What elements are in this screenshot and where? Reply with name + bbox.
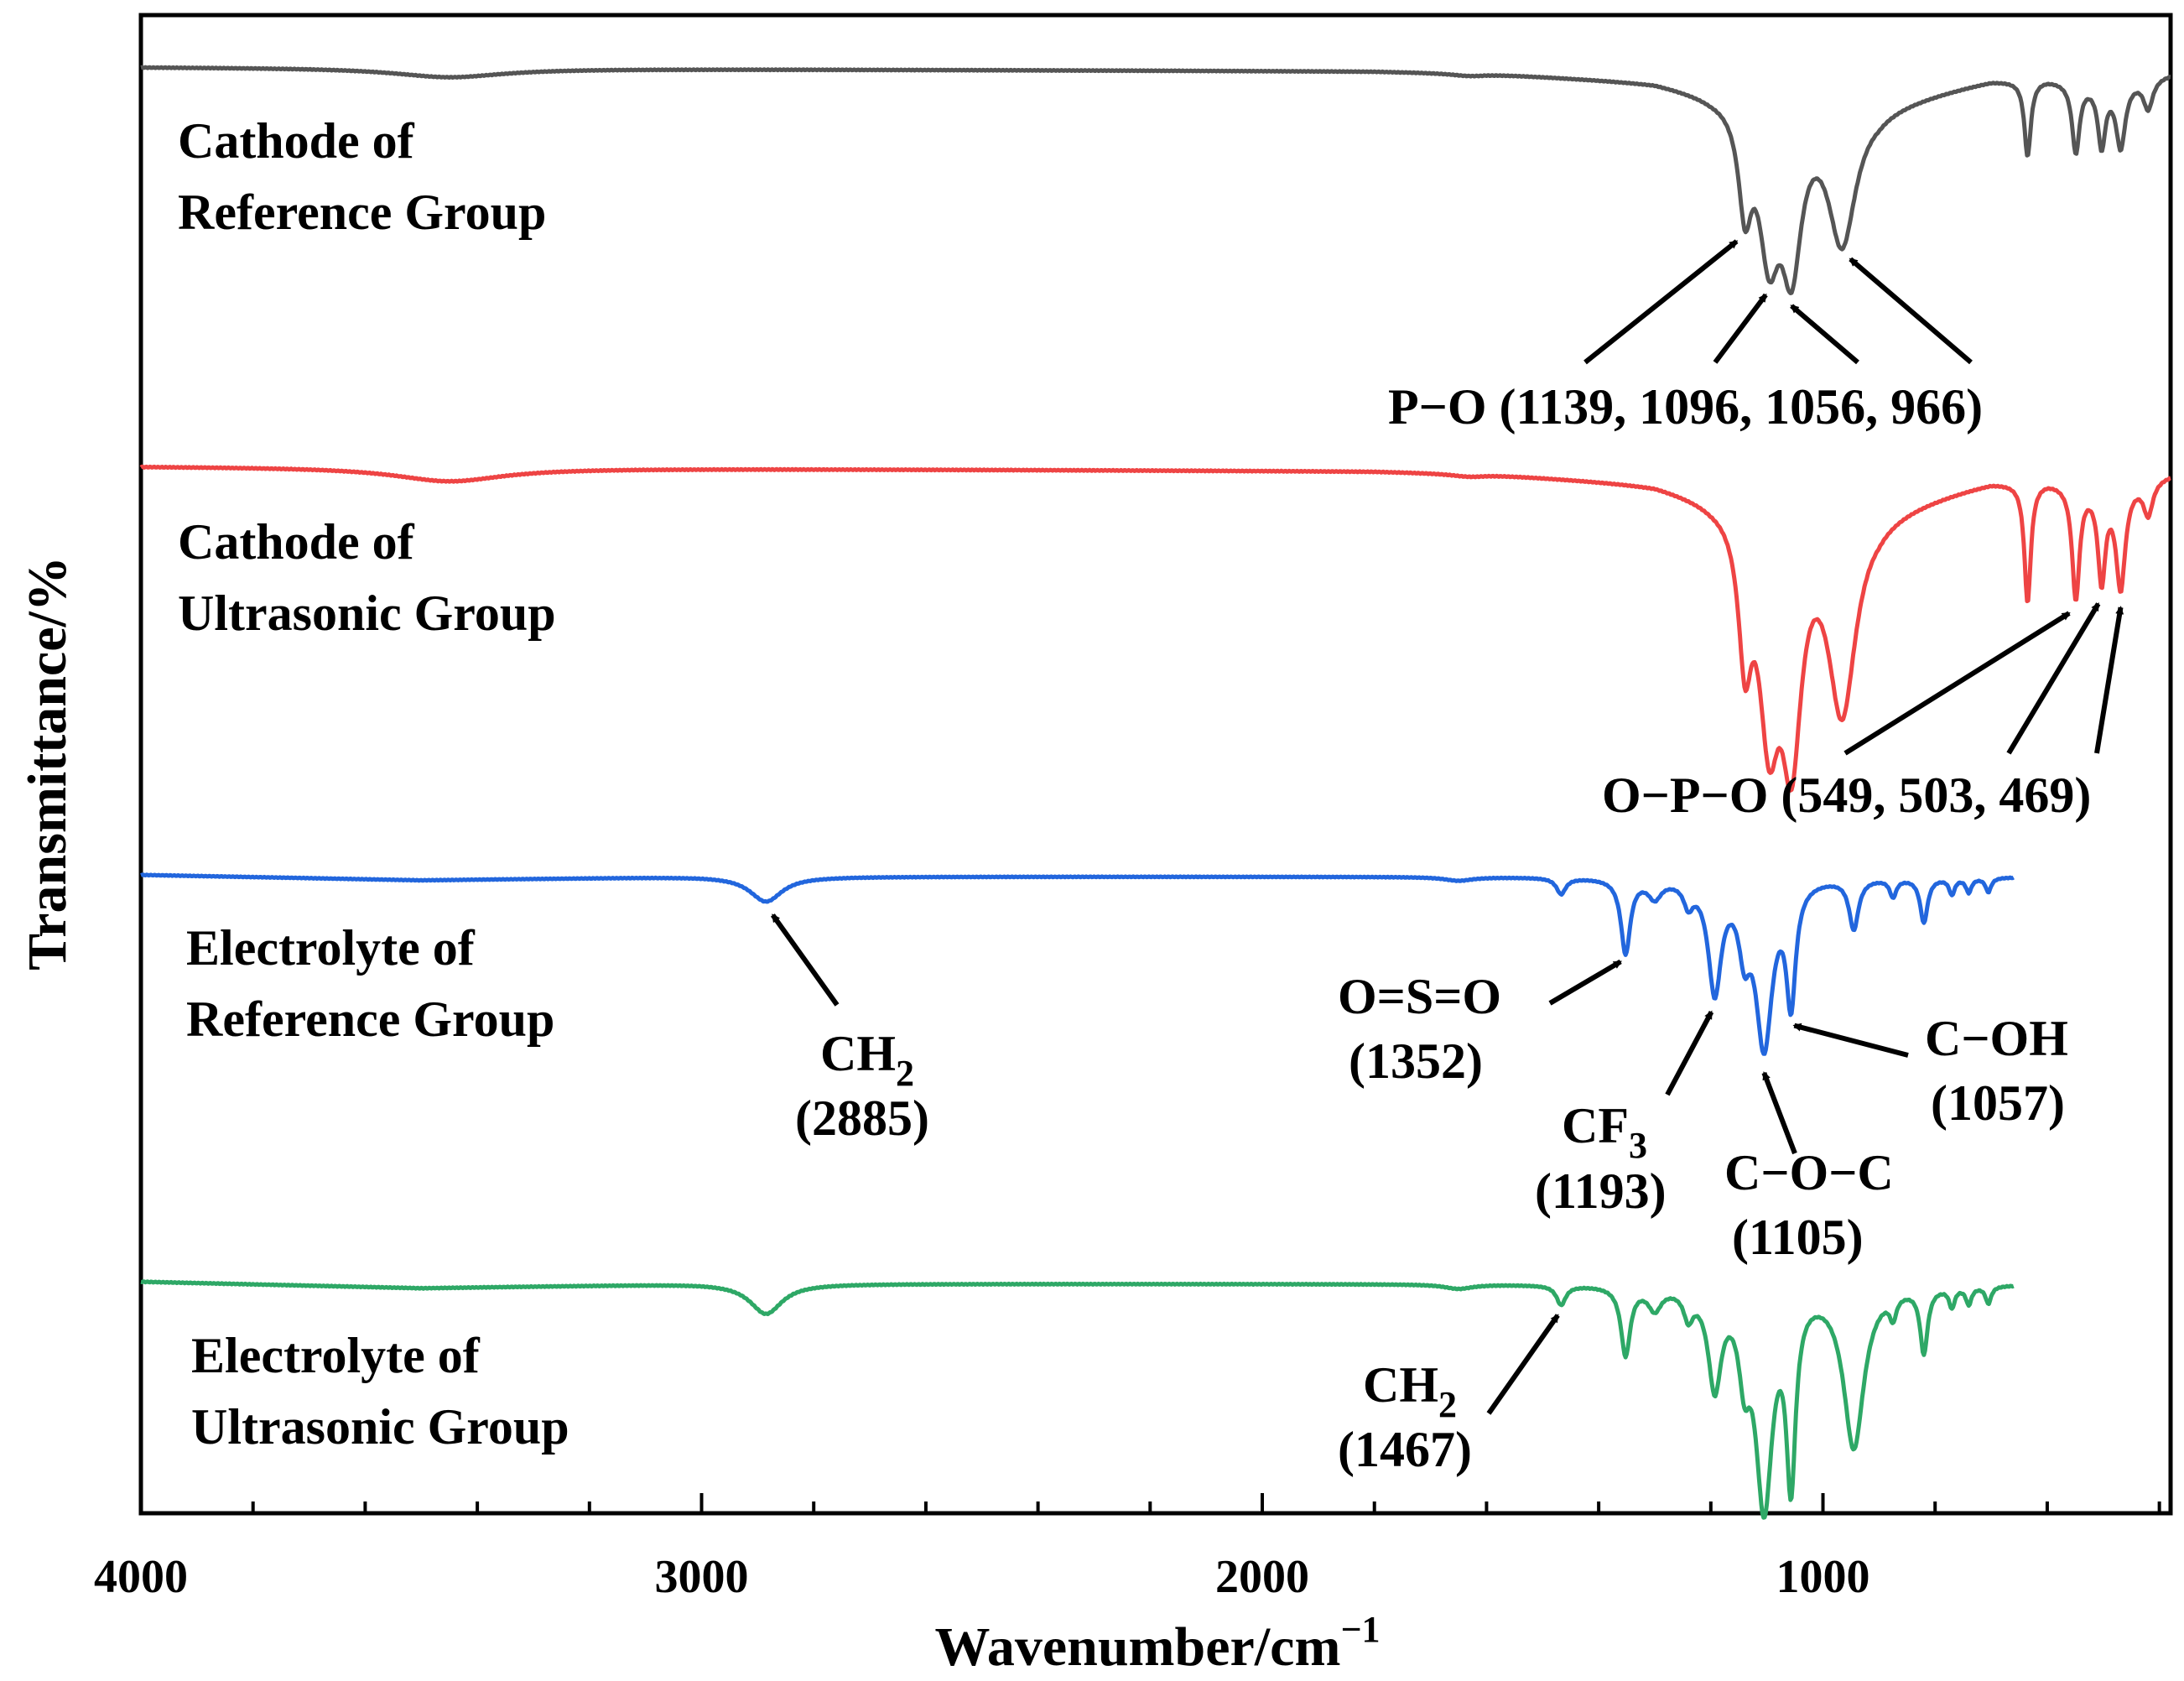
arrow-2-1057 [1792,1023,1909,1058]
annotation-oso: O=S=O [1338,969,1501,1024]
y-axis-title: Transmittance/% [17,556,78,971]
annotation-coh-wavenumber: (1057) [1931,1075,2065,1131]
x-tick-label: 4000 [94,1551,188,1603]
arrow-0-966 [1849,257,1973,365]
annotation-coc: C−O−C [1724,1145,1894,1200]
series-label-2-line1: Electrolyte of [186,920,476,976]
x-tick-label: 1000 [1776,1551,1870,1603]
arrow-2-2885 [770,913,840,1007]
arrow-1-503 [2006,602,2101,755]
annotation-p-o: P−O (1139, 1096, 1056, 966) [1388,379,1983,435]
spectrum-line-0 [139,65,2172,295]
x-tick-label: 2000 [1215,1551,1309,1603]
annotation-ch2-1467-wavenumber: (1467) [1338,1422,1472,1477]
annotation-coc-wavenumber: (1105) [1732,1210,1864,1265]
annotation-ch2-2885: CH2 [820,1026,914,1094]
spectrum-line-2 [139,872,2015,1056]
series-label-1-line2: Ultrasonic Group [178,585,556,641]
arrow-0-1139 [1583,239,1739,365]
x-axis-ticks [139,1493,2161,1513]
arrow-0-1056 [1790,304,1859,365]
spectrum-line-1 [139,464,2172,793]
annotation-ch2-1467: CH2 [1363,1357,1457,1425]
annotation-ch2-2885-wavenumber: (2885) [795,1090,929,1146]
x-axis-title: Wavenumber/cm−1 [934,1609,1380,1678]
series-label-1-line1: Cathode of [178,514,415,570]
spectrum-line-3 [139,1279,2015,1520]
spectra [139,65,2172,1520]
annotation-oso-wavenumber: (1352) [1349,1033,1483,1089]
arrow-2-1352 [1548,959,1622,1006]
series-label-3-line2: Ultrasonic Group [191,1399,569,1455]
arrow-1-469 [2094,606,2124,754]
arrow-2-1193 [1665,1010,1714,1096]
arrow-2-1105 [1761,1071,1797,1155]
arrow-1-549 [1843,611,2071,756]
arrow-3-1467 [1486,1314,1560,1415]
annotation-coh: C−OH [1925,1011,2068,1066]
series-label-0-line1: Cathode of [178,113,415,169]
series-label-2-line2: Reference Group [186,991,554,1047]
annotation-cf3: CF3 [1562,1098,1647,1166]
arrow-0-1096 [1713,293,1768,364]
annotation-o-p-o: O−P−O (549, 503, 469) [1602,768,2091,823]
x-axis-tick-labels: 4000 3000 2000 1000 [94,1551,1870,1603]
series-label-0-line2: Reference Group [178,185,546,240]
plot-frame [138,13,2173,1516]
annotation-cf3-wavenumber: (1193) [1535,1163,1667,1219]
series-label-3-line1: Electrolyte of [191,1328,481,1383]
x-tick-label: 3000 [655,1551,749,1603]
annotation-arrows [770,239,2124,1415]
